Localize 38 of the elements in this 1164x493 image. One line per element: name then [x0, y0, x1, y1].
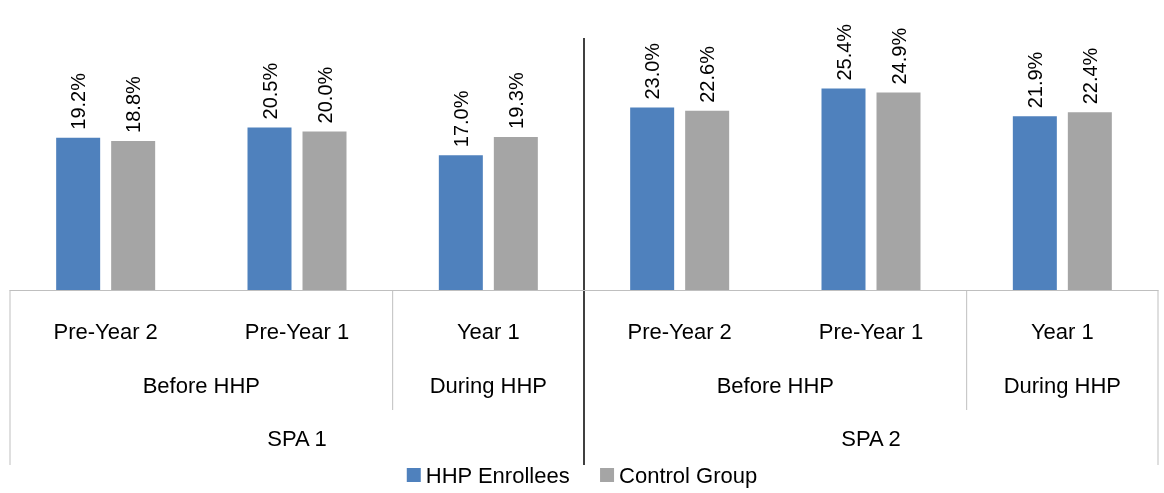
bar	[630, 107, 675, 290]
bar	[302, 131, 347, 290]
data-label: 22.6%	[696, 45, 719, 103]
bar	[247, 127, 292, 290]
data-label: 25.4%	[832, 23, 855, 81]
text: SPA 2	[841, 425, 901, 451]
bar	[821, 88, 866, 290]
x-tick-label: Pre-Year 2	[627, 318, 732, 344]
data-label: 18.8%	[122, 75, 145, 133]
data-label: 23.0%	[641, 42, 664, 100]
data-label: 20.0%	[313, 66, 336, 124]
text: SPA 1	[267, 425, 327, 451]
text: During HHP	[429, 372, 548, 398]
legend-label: Control Group	[619, 462, 758, 488]
bar	[1067, 112, 1112, 290]
data-label: 19.3%	[504, 72, 527, 129]
x-tick-label: Year 1	[456, 318, 520, 344]
text: Before HHP	[142, 372, 261, 398]
text: Before HHP	[716, 372, 835, 398]
bar	[56, 137, 101, 290]
bar	[111, 140, 156, 290]
data-label: 17.0%	[449, 90, 472, 148]
text: During HHP	[1003, 372, 1122, 398]
data-label: 21.9%	[1023, 51, 1046, 109]
bar	[493, 136, 538, 290]
legend-label: HHP Enrollees	[425, 462, 570, 488]
data-label: 20.5%	[258, 62, 281, 120]
bar	[876, 92, 921, 290]
data-label: 24.9%	[887, 27, 910, 85]
bar	[1012, 116, 1057, 290]
x-tick-label: Pre-Year 2	[53, 318, 158, 344]
bar	[438, 155, 483, 290]
data-label: 22.4%	[1078, 47, 1101, 105]
data-label: 19.2%	[67, 72, 90, 130]
x-tick-label: Year 1	[1030, 318, 1094, 344]
x-tick-label: Pre-Year 1	[244, 318, 350, 344]
x-tick-label: Pre-Year 1	[818, 318, 924, 344]
bar	[685, 110, 730, 290]
